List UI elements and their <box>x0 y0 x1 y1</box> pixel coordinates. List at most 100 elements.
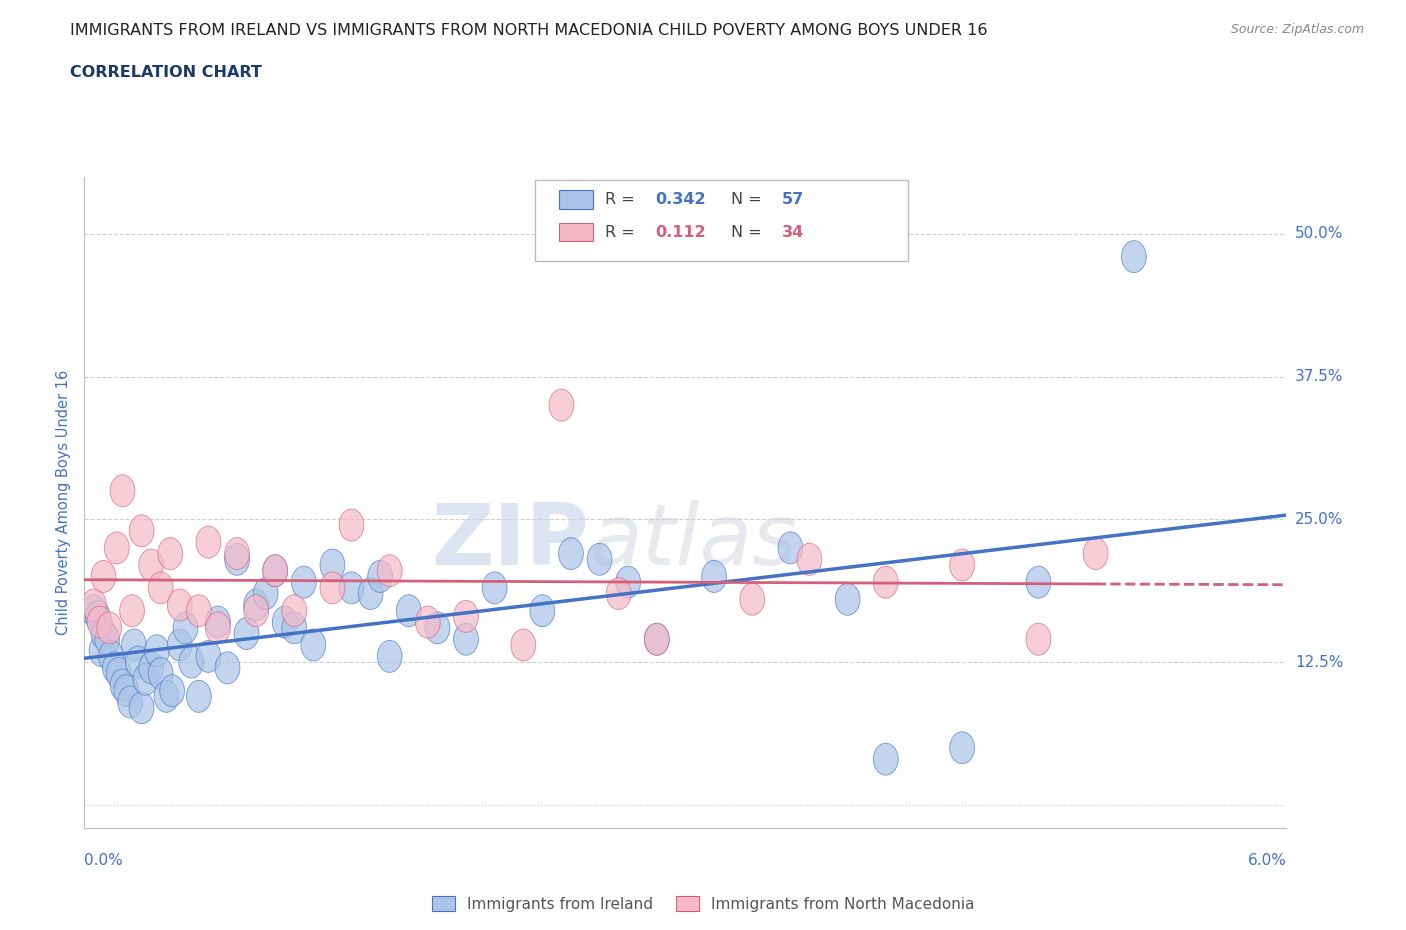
Ellipse shape <box>87 606 112 638</box>
Ellipse shape <box>301 629 326 661</box>
Ellipse shape <box>139 549 163 581</box>
Ellipse shape <box>616 566 641 598</box>
Ellipse shape <box>339 572 364 604</box>
Ellipse shape <box>740 583 765 616</box>
Ellipse shape <box>415 606 440 638</box>
Ellipse shape <box>588 543 612 576</box>
Text: R =: R = <box>605 192 640 207</box>
Text: N =: N = <box>731 192 768 207</box>
Text: IMMIGRANTS FROM IRELAND VS IMMIGRANTS FROM NORTH MACEDONIA CHILD POVERTY AMONG B: IMMIGRANTS FROM IRELAND VS IMMIGRANTS FR… <box>70 23 988 38</box>
Ellipse shape <box>129 692 155 724</box>
Ellipse shape <box>873 743 898 776</box>
Ellipse shape <box>702 561 727 592</box>
Ellipse shape <box>125 646 150 678</box>
Text: N =: N = <box>731 224 768 240</box>
Ellipse shape <box>263 554 288 587</box>
Ellipse shape <box>321 572 344 604</box>
Ellipse shape <box>120 594 145 627</box>
Ellipse shape <box>377 641 402 672</box>
Ellipse shape <box>167 629 193 661</box>
Ellipse shape <box>558 538 583 569</box>
Ellipse shape <box>167 589 193 621</box>
Ellipse shape <box>606 578 631 609</box>
Text: 50.0%: 50.0% <box>1295 226 1343 241</box>
Ellipse shape <box>291 566 316 598</box>
Ellipse shape <box>281 594 307 627</box>
Ellipse shape <box>187 681 211 712</box>
Ellipse shape <box>243 589 269 621</box>
Ellipse shape <box>155 681 179 712</box>
Ellipse shape <box>139 652 163 684</box>
Text: 37.5%: 37.5% <box>1295 369 1343 384</box>
Ellipse shape <box>225 538 249 569</box>
Ellipse shape <box>359 578 382 609</box>
Text: 0.0%: 0.0% <box>84 853 124 868</box>
Ellipse shape <box>129 515 155 547</box>
Ellipse shape <box>482 572 508 604</box>
Ellipse shape <box>179 646 204 678</box>
Ellipse shape <box>273 606 297 638</box>
Ellipse shape <box>548 389 574 421</box>
Ellipse shape <box>454 601 478 632</box>
Text: Source: ZipAtlas.com: Source: ZipAtlas.com <box>1230 23 1364 36</box>
Text: 0.112: 0.112 <box>655 224 706 240</box>
Ellipse shape <box>949 549 974 581</box>
Ellipse shape <box>225 543 249 576</box>
Ellipse shape <box>235 618 259 649</box>
Ellipse shape <box>110 669 135 701</box>
Text: 25.0%: 25.0% <box>1295 512 1343 526</box>
Ellipse shape <box>873 566 898 598</box>
Ellipse shape <box>195 526 221 558</box>
Ellipse shape <box>205 606 231 638</box>
Ellipse shape <box>104 532 129 564</box>
Ellipse shape <box>118 686 142 718</box>
Ellipse shape <box>86 601 110 632</box>
Ellipse shape <box>253 578 278 609</box>
Text: ZIP: ZIP <box>432 499 589 583</box>
Ellipse shape <box>454 623 478 656</box>
Ellipse shape <box>89 634 114 667</box>
Ellipse shape <box>368 561 392 592</box>
Ellipse shape <box>1026 566 1050 598</box>
Ellipse shape <box>98 641 124 672</box>
Ellipse shape <box>134 663 157 696</box>
Ellipse shape <box>148 658 173 689</box>
Ellipse shape <box>107 658 131 689</box>
Ellipse shape <box>195 641 221 672</box>
Ellipse shape <box>339 509 364 541</box>
FancyBboxPatch shape <box>560 191 593 208</box>
Ellipse shape <box>157 538 183 569</box>
Ellipse shape <box>173 612 198 644</box>
Ellipse shape <box>215 652 240 684</box>
Ellipse shape <box>205 612 231 644</box>
Text: 34: 34 <box>782 224 804 240</box>
Ellipse shape <box>148 572 173 604</box>
Ellipse shape <box>97 612 121 644</box>
FancyBboxPatch shape <box>536 180 908 261</box>
Ellipse shape <box>110 475 135 507</box>
Text: 0.342: 0.342 <box>655 192 706 207</box>
Ellipse shape <box>281 612 307 644</box>
Ellipse shape <box>160 674 184 707</box>
Ellipse shape <box>1026 623 1050 656</box>
Ellipse shape <box>103 652 128 684</box>
Ellipse shape <box>644 623 669 656</box>
Ellipse shape <box>82 589 107 621</box>
Ellipse shape <box>1083 538 1108 569</box>
Ellipse shape <box>949 732 974 764</box>
Ellipse shape <box>263 554 288 587</box>
Ellipse shape <box>121 629 146 661</box>
FancyBboxPatch shape <box>560 223 593 241</box>
Ellipse shape <box>644 623 669 656</box>
Text: atlas: atlas <box>589 499 797 583</box>
Text: CORRELATION CHART: CORRELATION CHART <box>70 65 262 80</box>
Ellipse shape <box>94 623 120 656</box>
Ellipse shape <box>778 532 803 564</box>
Ellipse shape <box>530 594 555 627</box>
Ellipse shape <box>510 629 536 661</box>
Ellipse shape <box>243 594 269 627</box>
Ellipse shape <box>396 594 422 627</box>
Ellipse shape <box>187 594 211 627</box>
Ellipse shape <box>114 674 139 707</box>
Text: 12.5%: 12.5% <box>1295 655 1343 670</box>
